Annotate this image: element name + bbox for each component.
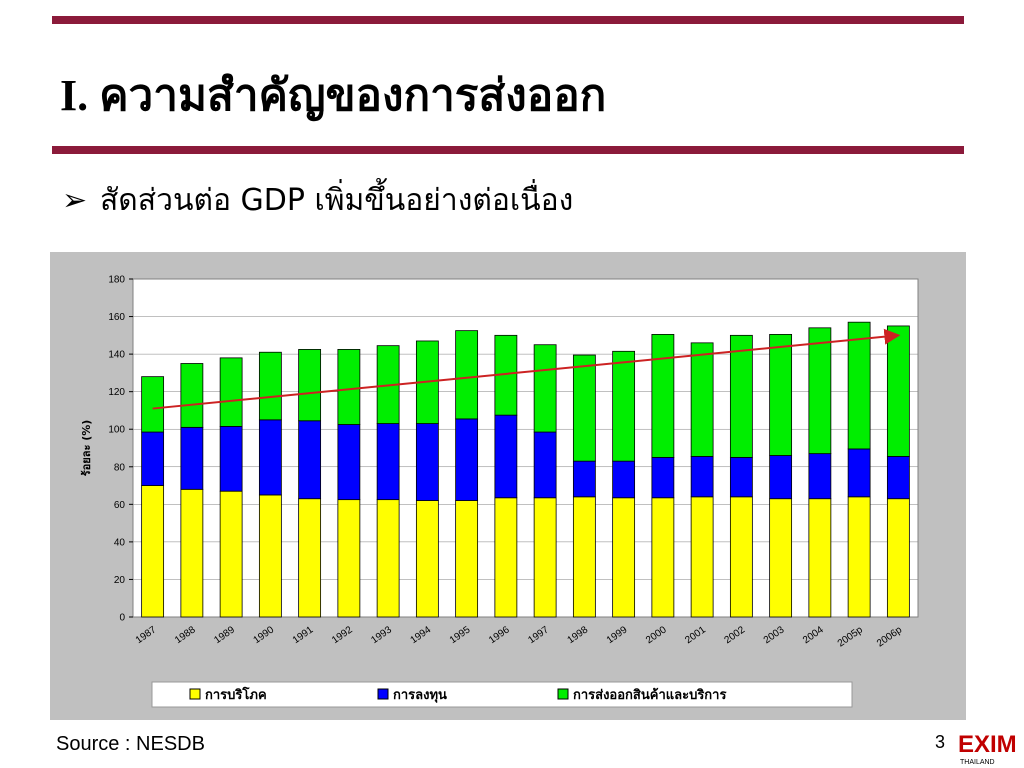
bar-segment: [376, 499, 400, 618]
legend-swatch: [189, 688, 201, 700]
bar-segment: [258, 419, 282, 496]
bar-segment: [533, 344, 557, 433]
bar-segment: [690, 496, 714, 618]
bar-segment: [337, 349, 361, 425]
y-tick-label: 20: [114, 575, 126, 586]
bar-segment: [455, 330, 479, 420]
y-tick-label: 60: [114, 500, 126, 511]
logo-sub: THAILAND: [960, 759, 995, 766]
bar-segment: [258, 494, 282, 618]
y-tick-label: 160: [108, 312, 125, 323]
bar-segment: [612, 497, 636, 618]
bar-segment: [729, 456, 753, 498]
bar-segment: [141, 376, 165, 433]
bar-segment: [180, 488, 204, 618]
legend: [151, 681, 853, 708]
bar-segment: [298, 420, 322, 500]
bar-segment: [415, 423, 439, 501]
legend-swatch: [377, 688, 389, 700]
bar-segment: [455, 418, 479, 501]
bar-segment: [847, 496, 871, 618]
y-tick-label: 140: [108, 350, 125, 361]
legend-label: การลงทุน: [393, 688, 447, 703]
bar-segment: [769, 498, 793, 618]
title-rule: [52, 146, 964, 154]
bar-segment: [847, 321, 871, 450]
bar-segment: [690, 456, 714, 498]
bar-segment: [572, 496, 596, 618]
bar-segment: [651, 456, 675, 499]
bar-segment: [494, 497, 518, 618]
bar-segment: [337, 499, 361, 618]
bar-segment: [258, 351, 282, 421]
legend-label: การส่งออกสินค้าและบริการ: [573, 687, 726, 703]
y-axis-label: ร้อยละ (%): [80, 420, 93, 477]
y-tick-label: 40: [114, 537, 126, 548]
bar-segment: [729, 334, 753, 458]
bar-segment: [219, 490, 243, 618]
bar-segment: [769, 333, 793, 456]
bar-segment: [180, 426, 204, 490]
bar-segment: [729, 496, 753, 618]
bar-segment: [298, 349, 322, 422]
bar-segment: [455, 500, 479, 618]
bar-segment: [180, 363, 204, 428]
bar-segment: [808, 498, 832, 618]
source: Source : NESDB: [56, 733, 205, 755]
bar-segment: [808, 453, 832, 500]
bar-segment: [494, 414, 518, 499]
bar-segment: [769, 455, 793, 500]
bar-segment: [847, 448, 871, 498]
plot-area: [132, 278, 919, 618]
bar-segment: [376, 423, 400, 501]
bar-segment: [572, 354, 596, 462]
bar-segment: [612, 350, 636, 462]
bar-segment: [651, 497, 675, 618]
trend-line: [152, 328, 901, 410]
legend-swatch: [557, 688, 569, 700]
bar-segment: [886, 325, 910, 457]
bar-segment: [533, 431, 557, 499]
bar-segment: [651, 333, 675, 458]
y-tick-label: 120: [108, 387, 125, 398]
bar-segment: [612, 460, 636, 499]
bar-segment: [415, 500, 439, 618]
bar-segment: [141, 485, 165, 618]
bar-segment: [141, 431, 165, 486]
subtitle: สัดส่วนต่อ GDP เพิ่มขึ้นอย่างต่อเนื่อง: [100, 178, 573, 218]
bar-segment: [886, 498, 910, 618]
bar-segment: [808, 327, 832, 455]
y-tick-label: 0: [119, 613, 125, 624]
bullet: ➢: [62, 183, 87, 218]
bar-segment: [572, 460, 596, 498]
bar-segment: [337, 424, 361, 501]
bar-segment: [298, 498, 322, 618]
logo: EXIM: [958, 731, 1017, 758]
y-tick-label: 100: [108, 425, 125, 436]
y-tick-label: 180: [108, 275, 125, 286]
bar-segment: [219, 426, 243, 492]
legend-label: การบริโภค: [205, 686, 267, 703]
bar-segment: [219, 357, 243, 427]
slide-title: I. ความสำคัญของการส่งออก: [60, 71, 606, 121]
bar-segment: [690, 342, 714, 457]
page-number: 3: [935, 732, 945, 752]
top-rule: [52, 16, 964, 24]
y-tick-label: 80: [114, 462, 126, 473]
bar-segment: [886, 456, 910, 500]
bar-segment: [533, 497, 557, 618]
